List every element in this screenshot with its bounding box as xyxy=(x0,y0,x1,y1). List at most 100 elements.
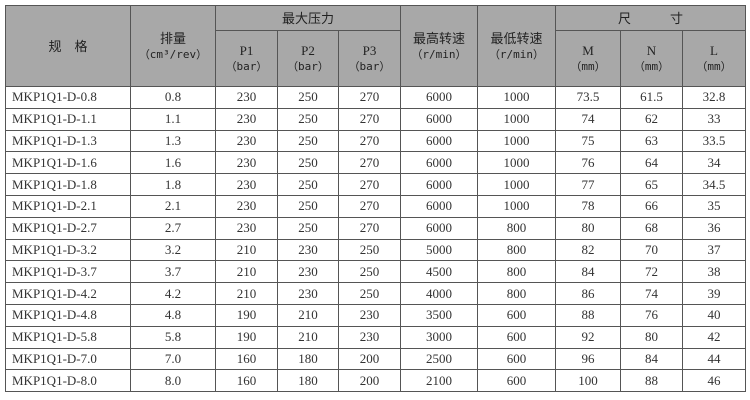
table-cell: 600 xyxy=(477,303,556,327)
table-cell: 6000 xyxy=(400,173,478,196)
header-min-speed: 最低转速 （r/min） xyxy=(477,5,556,87)
table-cell: MKP1Q1-D-2.7 xyxy=(5,216,131,240)
table-cell: 1000 xyxy=(477,107,556,131)
table-cell: 250 xyxy=(277,194,339,218)
table-cell: 180 xyxy=(277,347,339,371)
table-cell: 4000 xyxy=(400,282,478,305)
table-cell: 6000 xyxy=(400,107,478,131)
table-cell: 270 xyxy=(338,107,401,131)
table-cell: 180 xyxy=(277,369,339,393)
table-cell: 2.7 xyxy=(130,216,216,240)
table-cell: 6000 xyxy=(400,129,478,153)
table-cell: 210 xyxy=(277,325,339,349)
header-n: N （mm） xyxy=(620,30,683,87)
table-cell: 33.5 xyxy=(682,129,746,153)
table-cell: 800 xyxy=(477,282,556,305)
table-cell: 270 xyxy=(338,194,401,218)
table-cell: 35 xyxy=(682,194,746,218)
table-row: MKP1Q1-D-4.8 4.8 190 210 230 3500 600 88 76 40 xyxy=(5,303,746,327)
table-cell: 88 xyxy=(555,303,621,327)
table-cell: 270 xyxy=(338,86,401,109)
table-row: MKP1Q1-D-4.2 4.2 210 230 250 4000 800 86 74 39 xyxy=(5,282,746,305)
table-cell: 2100 xyxy=(400,369,478,393)
table-cell: 1000 xyxy=(477,194,556,218)
table-row: MKP1Q1-D-8.0 8.0 160 180 200 2100 600 100 88 46 xyxy=(5,369,746,393)
table-cell: 210 xyxy=(215,238,278,262)
table-cell: 70 xyxy=(620,238,683,262)
header-p1: P1 （bar） xyxy=(215,30,278,87)
table-cell: 270 xyxy=(338,216,401,240)
table-row: MKP1Q1-D-2.7 2.7 230 250 270 6000 800 80 68 36 xyxy=(5,216,746,240)
table-cell: MKP1Q1-D-4.2 xyxy=(5,282,131,305)
table-cell: 78 xyxy=(555,194,621,218)
table-cell: MKP1Q1-D-1.1 xyxy=(5,107,131,131)
table-cell: 74 xyxy=(620,282,683,305)
table-cell: 6000 xyxy=(400,86,478,109)
table-cell: 96 xyxy=(555,347,621,371)
table-cell: 62 xyxy=(620,107,683,131)
table-cell: 270 xyxy=(338,129,401,153)
table-cell: 2.1 xyxy=(130,194,216,218)
table-cell: 77 xyxy=(555,173,621,196)
table-cell: 84 xyxy=(620,347,683,371)
header-max-pressure: 最大压力 xyxy=(215,5,401,31)
table-cell: 230 xyxy=(215,194,278,218)
pump-spec-table: 规 格 排量 （cm³/rev） 最大压力 最高转速 （r/min） 最低转速 （r/… xyxy=(5,5,746,393)
table-cell: 250 xyxy=(277,151,339,175)
table-row: MKP1Q1-D-1.6 1.6 230 250 270 6000 1000 76 64 34 xyxy=(5,151,746,175)
table-cell: 44 xyxy=(682,347,746,371)
table-cell: 32.8 xyxy=(682,86,746,109)
header-p2: P2 （bar） xyxy=(277,30,339,87)
table-cell: 37 xyxy=(682,238,746,262)
table-cell: 74 xyxy=(555,107,621,131)
table-cell: 250 xyxy=(277,216,339,240)
table-cell: 39 xyxy=(682,282,746,305)
table-cell: 800 xyxy=(477,216,556,240)
table-cell: MKP1Q1-D-0.8 xyxy=(5,86,131,109)
table-cell: 3.2 xyxy=(130,238,216,262)
table-cell: 270 xyxy=(338,173,401,196)
table-cell: 61.5 xyxy=(620,86,683,109)
table-cell: 2500 xyxy=(400,347,478,371)
table-cell: MKP1Q1-D-1.3 xyxy=(5,129,131,153)
table-cell: 7.0 xyxy=(130,347,216,371)
table-cell: 250 xyxy=(338,238,401,262)
table-cell: 4.8 xyxy=(130,303,216,327)
table-cell: 250 xyxy=(277,107,339,131)
table-cell: 36 xyxy=(682,216,746,240)
table-cell: 230 xyxy=(215,216,278,240)
table-cell: 230 xyxy=(215,86,278,109)
table-cell: 3000 xyxy=(400,325,478,349)
table-cell: 270 xyxy=(338,151,401,175)
table-cell: 73.5 xyxy=(555,86,621,109)
table-cell: 1.8 xyxy=(130,173,216,196)
table-cell: MKP1Q1-D-5.8 xyxy=(5,325,131,349)
table-cell: 86 xyxy=(555,282,621,305)
header-p3: P3 （bar） xyxy=(338,30,401,87)
header-l: L （mm） xyxy=(682,30,746,87)
table-cell: 92 xyxy=(555,325,621,349)
table-cell: 250 xyxy=(277,86,339,109)
table-cell: 65 xyxy=(620,173,683,196)
table-cell: 75 xyxy=(555,129,621,153)
header-max-speed: 最高转速 （r/min） xyxy=(400,5,478,87)
header-dimensions: 尺 寸 xyxy=(555,5,746,31)
table-cell: 600 xyxy=(477,325,556,349)
table-cell: 250 xyxy=(277,173,339,196)
table-cell: 1.6 xyxy=(130,151,216,175)
table-cell: 210 xyxy=(215,260,278,284)
table-cell: 200 xyxy=(338,347,401,371)
table-cell: 1000 xyxy=(477,173,556,196)
table-cell: 66 xyxy=(620,194,683,218)
table-cell: 250 xyxy=(338,282,401,305)
table-cell: 190 xyxy=(215,303,278,327)
header-model: 规 格 xyxy=(5,5,131,87)
table-row: MKP1Q1-D-3.2 3.2 210 230 250 5000 800 82 70 37 xyxy=(5,238,746,262)
table-cell: 800 xyxy=(477,260,556,284)
table-row: MKP1Q1-D-0.8 0.8 230 250 270 6000 1000 73.5 61.5… xyxy=(5,86,746,109)
table-cell: MKP1Q1-D-8.0 xyxy=(5,369,131,393)
table-cell: 6000 xyxy=(400,216,478,240)
table-cell: MKP1Q1-D-3.7 xyxy=(5,260,131,284)
table-cell: 230 xyxy=(215,151,278,175)
table-cell: 200 xyxy=(338,369,401,393)
